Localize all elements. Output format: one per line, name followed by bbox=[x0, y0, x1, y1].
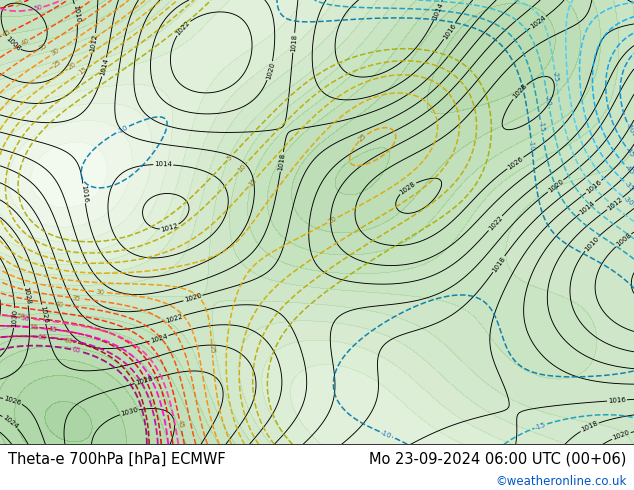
Text: -10: -10 bbox=[117, 124, 129, 134]
Text: 1018: 1018 bbox=[491, 255, 507, 273]
Text: 1012: 1012 bbox=[606, 196, 624, 212]
Text: 25: 25 bbox=[209, 345, 216, 354]
Text: -25: -25 bbox=[552, 71, 559, 83]
Text: 45: 45 bbox=[176, 419, 184, 429]
Text: Mo 23-09-2024 06:00 UTC (00+06): Mo 23-09-2024 06:00 UTC (00+06) bbox=[369, 451, 626, 466]
Text: -45: -45 bbox=[624, 146, 634, 158]
Text: 1020: 1020 bbox=[612, 430, 631, 441]
Text: -10: -10 bbox=[528, 139, 535, 151]
Text: 1018: 1018 bbox=[290, 33, 297, 52]
Text: 50: 50 bbox=[33, 4, 43, 12]
Text: 1018: 1018 bbox=[580, 420, 599, 433]
Text: 1014: 1014 bbox=[432, 2, 444, 21]
Text: -15: -15 bbox=[534, 421, 547, 431]
Text: 1016: 1016 bbox=[585, 179, 602, 195]
Text: 50: 50 bbox=[14, 0, 24, 8]
Text: 40: 40 bbox=[20, 37, 31, 47]
Text: 45: 45 bbox=[1, 29, 11, 38]
Text: 1014: 1014 bbox=[578, 200, 596, 216]
Text: -50: -50 bbox=[624, 122, 634, 135]
Text: 25: 25 bbox=[358, 132, 368, 143]
Text: 1016: 1016 bbox=[80, 184, 88, 203]
Text: ©weatheronline.co.uk: ©weatheronline.co.uk bbox=[495, 475, 626, 489]
Text: 20: 20 bbox=[328, 215, 338, 224]
Text: 55: 55 bbox=[48, 326, 58, 333]
Text: 1012: 1012 bbox=[160, 223, 179, 233]
Text: -10: -10 bbox=[379, 429, 392, 440]
Text: 1020: 1020 bbox=[183, 293, 202, 303]
Text: 1030: 1030 bbox=[11, 309, 18, 327]
Text: 1020: 1020 bbox=[265, 61, 276, 80]
Text: 1028: 1028 bbox=[511, 83, 527, 100]
Text: 50: 50 bbox=[16, 314, 26, 320]
Text: -35: -35 bbox=[623, 180, 634, 192]
Text: 1026: 1026 bbox=[506, 155, 524, 171]
Text: 1022: 1022 bbox=[487, 215, 503, 232]
Text: 1010: 1010 bbox=[583, 235, 600, 252]
Text: 1010: 1010 bbox=[72, 4, 81, 23]
Text: 1026: 1026 bbox=[3, 395, 22, 406]
Text: 55: 55 bbox=[29, 324, 39, 331]
Text: Theta-e 700hPa [hPa] ECMWF: Theta-e 700hPa [hPa] ECMWF bbox=[8, 451, 225, 466]
Text: 1016: 1016 bbox=[608, 397, 626, 404]
Text: 1018: 1018 bbox=[278, 152, 286, 171]
Text: 1030: 1030 bbox=[120, 407, 139, 417]
Text: 35: 35 bbox=[38, 42, 49, 51]
Text: 1028: 1028 bbox=[135, 376, 153, 386]
Text: 10: 10 bbox=[236, 163, 247, 173]
Text: 1024: 1024 bbox=[150, 333, 169, 343]
Text: 5: 5 bbox=[226, 154, 233, 162]
Text: -15: -15 bbox=[538, 121, 545, 133]
Text: -20: -20 bbox=[544, 94, 552, 106]
Text: 1012: 1012 bbox=[89, 33, 98, 52]
Text: 1022: 1022 bbox=[164, 313, 183, 323]
Text: 30: 30 bbox=[95, 289, 105, 295]
Text: 25: 25 bbox=[52, 59, 63, 69]
Text: 1026: 1026 bbox=[39, 305, 49, 323]
Text: 60: 60 bbox=[63, 337, 73, 344]
Text: -40: -40 bbox=[623, 163, 634, 175]
Text: 1014: 1014 bbox=[100, 57, 109, 76]
Text: 1024: 1024 bbox=[2, 414, 20, 430]
Text: 15: 15 bbox=[247, 177, 257, 188]
Text: 1028: 1028 bbox=[22, 286, 31, 305]
Text: 60: 60 bbox=[37, 334, 47, 340]
Text: 35: 35 bbox=[72, 294, 81, 302]
Text: 40: 40 bbox=[55, 301, 64, 308]
Text: -30: -30 bbox=[621, 195, 634, 207]
Text: 1028: 1028 bbox=[399, 180, 417, 196]
Text: 50: 50 bbox=[21, 315, 30, 321]
Text: 1014: 1014 bbox=[154, 161, 172, 168]
Text: 20: 20 bbox=[67, 61, 77, 71]
Text: 65: 65 bbox=[71, 346, 81, 354]
Text: 15: 15 bbox=[77, 66, 88, 76]
Text: 1024: 1024 bbox=[529, 15, 547, 30]
Text: 1022: 1022 bbox=[175, 19, 191, 36]
Text: 1020: 1020 bbox=[547, 178, 564, 194]
Text: 1008: 1008 bbox=[614, 232, 632, 248]
Text: 1008: 1008 bbox=[4, 35, 22, 52]
Text: 1016: 1016 bbox=[442, 22, 457, 40]
Text: 30: 30 bbox=[50, 47, 61, 57]
